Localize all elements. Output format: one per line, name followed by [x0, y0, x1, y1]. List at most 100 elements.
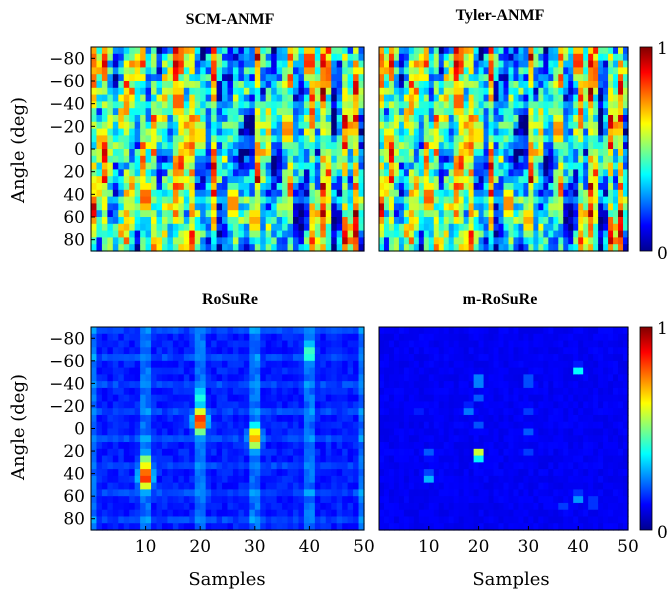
heatmap-cell [113, 422, 119, 429]
heatmap-cell [238, 67, 244, 74]
heatmap-cell [414, 231, 420, 238]
heatmap-cell [151, 61, 157, 68]
heatmap-cell [211, 442, 217, 449]
heatmap-cell [489, 81, 495, 88]
heatmap-cell [429, 231, 435, 238]
heatmap-cell [399, 483, 405, 490]
heatmap-cell [434, 341, 440, 348]
heatmap-cell [157, 176, 163, 183]
heatmap-cell [588, 108, 594, 115]
heatmap-cell [124, 395, 130, 402]
heatmap-cell [217, 108, 223, 115]
heatmap-cell [162, 476, 168, 483]
heatmap-cell [348, 237, 354, 244]
heatmap-cell [479, 237, 485, 244]
heatmap-cell [309, 74, 315, 81]
heatmap-cell [189, 224, 195, 231]
y-tick-label: 60 [63, 487, 85, 507]
heatmap-cell [320, 442, 326, 449]
heatmap-cell [184, 415, 190, 422]
heatmap-cell [414, 374, 420, 381]
heatmap-cell [309, 489, 315, 496]
heatmap-cell [266, 381, 272, 388]
heatmap-cell [504, 183, 510, 190]
heatmap-cell [96, 516, 102, 523]
heatmap-cell [464, 176, 470, 183]
heatmap-cell [118, 503, 124, 510]
heatmap-cell [260, 408, 266, 415]
heatmap-cell [140, 341, 146, 348]
heatmap-cell [331, 334, 337, 341]
heatmap-cell [135, 442, 141, 449]
heatmap-cell [189, 429, 195, 436]
heatmap-cell [558, 115, 564, 122]
heatmap-cell [282, 169, 288, 176]
heatmap-cell [238, 354, 244, 361]
heatmap-cell [578, 129, 584, 136]
heatmap-cell [320, 54, 326, 61]
heatmap-cell [140, 395, 146, 402]
heatmap-cell [151, 456, 157, 463]
heatmap-cell [118, 101, 124, 108]
heatmap-cell [298, 476, 304, 483]
heatmap-cell [558, 95, 564, 102]
heatmap-cell [379, 203, 385, 210]
heatmap-cell [129, 163, 135, 170]
heatmap-cell [195, 368, 201, 375]
heatmap-cell [326, 395, 332, 402]
heatmap-cell [523, 224, 529, 231]
heatmap-cell [167, 61, 173, 68]
heatmap-cell [389, 74, 395, 81]
heatmap-cell [315, 374, 321, 381]
heatmap-cell [178, 381, 184, 388]
heatmap-cell [288, 449, 294, 456]
heatmap-cell [271, 347, 277, 354]
heatmap-cell [222, 122, 228, 129]
heatmap-cell [399, 74, 405, 81]
heatmap-cell [315, 197, 321, 204]
heatmap-cell [102, 231, 108, 238]
heatmap-cell [113, 47, 119, 54]
heatmap-cell [173, 95, 179, 102]
heatmap-cell [379, 510, 385, 517]
heatmap-cell [399, 442, 405, 449]
heatmap-cell [499, 135, 505, 142]
heatmap-cell [200, 169, 206, 176]
heatmap-cell [102, 368, 108, 375]
heatmap-cell [304, 88, 310, 95]
heatmap-cell [464, 142, 470, 149]
heatmap-cell [102, 456, 108, 463]
heatmap-cell [419, 224, 425, 231]
heatmap-cell [508, 129, 514, 136]
heatmap-cell [315, 435, 321, 442]
heatmap-cell [173, 237, 179, 244]
heatmap-cell [404, 197, 410, 204]
heatmap-cell [474, 210, 480, 217]
heatmap-tyler-anmf [379, 47, 629, 252]
heatmap-cell [454, 197, 460, 204]
y-tick-label: −20 [49, 397, 85, 417]
heatmap-cell [266, 462, 272, 469]
heatmap-cell [244, 156, 250, 163]
heatmap-cell [140, 54, 146, 61]
heatmap-cell [288, 408, 294, 415]
heatmap-cell [162, 327, 168, 334]
heatmap-cell [266, 489, 272, 496]
heatmap-cell [162, 224, 168, 231]
heatmap-cell [429, 47, 435, 54]
heatmap-cell [513, 183, 519, 190]
heatmap-cell [348, 101, 354, 108]
heatmap-cell [140, 156, 146, 163]
heatmap-cell [244, 108, 250, 115]
heatmap-cell [583, 88, 589, 95]
heatmap-cell [140, 442, 146, 449]
heatmap-cell [588, 203, 594, 210]
heatmap-cell [146, 122, 152, 129]
heatmap-cell [444, 327, 450, 334]
heatmap-cell [288, 415, 294, 422]
heatmap-cell [533, 115, 539, 122]
heatmap-cell [298, 237, 304, 244]
heatmap-cell [523, 88, 529, 95]
heatmap-cell [151, 169, 157, 176]
heatmap-cell [282, 408, 288, 415]
